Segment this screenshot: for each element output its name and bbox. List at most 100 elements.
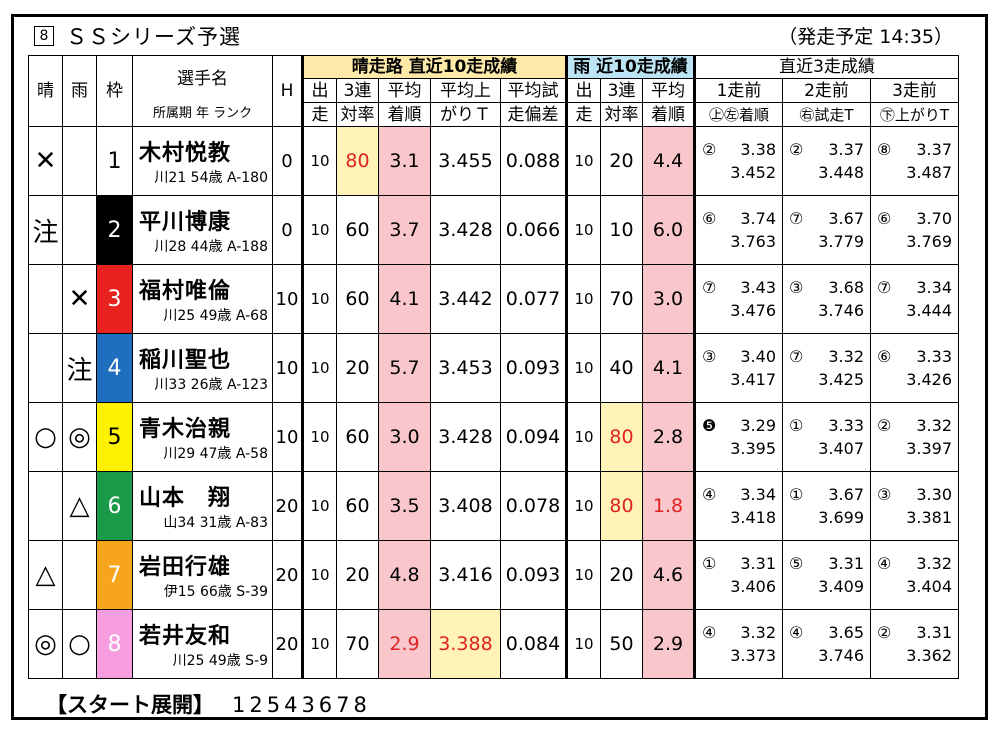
racer-name: 木村悦教 xyxy=(139,141,232,166)
fine-runs: 10 xyxy=(301,126,337,196)
recent-finish: ① xyxy=(789,485,804,504)
header-f-agari-bottom: がりＴ xyxy=(430,102,501,127)
header-f-runs-top: 出 xyxy=(301,78,337,103)
start-formation: 【スタート展開】 12543678 xyxy=(46,689,371,719)
recent-race-1: ③ 3.40 3.417 xyxy=(693,333,783,403)
racer-name: 岩田行雄 xyxy=(139,555,232,580)
recent-finish: ⑥ xyxy=(702,209,717,228)
header-f-avg-bottom: 着順 xyxy=(378,102,431,127)
prediction-rain: ✕ xyxy=(62,264,97,334)
recent-trial-time: 3.67 xyxy=(828,209,864,228)
recent-finish: ③ xyxy=(702,347,717,366)
header-race3-bottom: ㊦上がりT xyxy=(870,102,959,127)
recent-finish: ② xyxy=(789,140,804,159)
handicap: 20 xyxy=(272,471,303,541)
recent-finish: ② xyxy=(702,140,717,159)
recent-finish: ④ xyxy=(789,623,804,642)
fine-trial-deviation: 0.094 xyxy=(500,402,567,472)
handicap: 20 xyxy=(272,609,303,679)
fine-trial-deviation: 0.084 xyxy=(500,609,567,679)
recent-trial-time: 3.32 xyxy=(828,347,864,366)
recent-agari-time: 3.426 xyxy=(906,370,952,389)
recent-finish: ② xyxy=(877,623,892,642)
recent-trial-time: 3.32 xyxy=(916,554,952,573)
recent-race-2: ④ 3.65 3.746 xyxy=(782,609,871,679)
frame-number: 4 xyxy=(96,333,133,403)
entry-table: 晴 雨 枠 選手名 H 晴走路 直近10走成績 雨 近10走成績 直近3走成績 … xyxy=(28,55,959,679)
recent-agari-time: 3.404 xyxy=(906,577,952,596)
racer-name: 平川博康 xyxy=(139,210,232,235)
recent-agari-time: 3.397 xyxy=(906,439,952,458)
recent-race-2: ② 3.37 3.448 xyxy=(782,126,871,196)
prediction-rain: △ xyxy=(62,471,97,541)
racer-name: 稲川聖也 xyxy=(139,348,232,373)
fine-runs: 10 xyxy=(301,471,337,541)
recent-agari-time: 3.425 xyxy=(818,370,864,389)
rain-avg-finish: 1.8 xyxy=(642,471,695,541)
recent-agari-time: 3.769 xyxy=(906,232,952,251)
header-race1-top: 1走前 xyxy=(693,78,783,103)
prediction-fine: ○ xyxy=(28,402,63,472)
rain-top3-rate: 80 xyxy=(600,471,643,541)
recent-agari-time: 3.746 xyxy=(818,301,864,320)
racer-cell: 青木治親川29 47歳 A-58 xyxy=(132,402,273,472)
header-recent-group: 直近3走成績 xyxy=(693,55,959,79)
prediction-fine: △ xyxy=(28,540,63,610)
fine-top3-rate: 80 xyxy=(336,126,379,196)
recent-trial-time: 3.43 xyxy=(740,278,776,297)
race-name: ＳＳシリーズ予選 xyxy=(66,25,241,49)
fine-top3-rate: 60 xyxy=(336,264,379,334)
prediction-rain: 注 xyxy=(62,333,97,403)
recent-agari-time: 3.381 xyxy=(906,508,952,527)
rain-runs: 10 xyxy=(565,195,601,265)
fine-avg-agari: 3.416 xyxy=(430,540,501,610)
prediction-fine xyxy=(28,333,63,403)
racer-name: 青木治親 xyxy=(139,417,232,442)
header-f-rate-top: 3連 xyxy=(336,78,379,103)
recent-race-3: ② 3.31 3.362 xyxy=(870,609,959,679)
recent-trial-time: 3.30 xyxy=(916,485,952,504)
recent-agari-time: 3.406 xyxy=(730,577,776,596)
fine-avg-finish: 3.7 xyxy=(378,195,431,265)
racer-cell: 稲川聖也 川33 26歳 A-123 xyxy=(132,333,273,403)
header-r-avg-top: 平均 xyxy=(642,78,695,103)
recent-agari-time: 3.373 xyxy=(730,646,776,665)
fine-avg-agari: 3.428 xyxy=(430,195,501,265)
rain-avg-finish: 2.8 xyxy=(642,402,695,472)
rain-runs: 10 xyxy=(565,402,601,472)
fine-runs: 10 xyxy=(301,264,337,334)
racer-name: 福村唯倫 xyxy=(139,279,232,304)
fine-avg-agari: 3.442 xyxy=(430,264,501,334)
recent-trial-time: 3.34 xyxy=(740,485,776,504)
racer-name: 若井友和 xyxy=(139,624,232,649)
racer-info: 川29 47歳 A-58 xyxy=(163,446,268,462)
recent-race-3: ⑥ 3.33 3.426 xyxy=(870,333,959,403)
racer-name: 山本 翔 xyxy=(139,486,232,511)
header-rain-group: 雨 近10走成績 xyxy=(565,55,695,79)
race-number: 8 xyxy=(34,26,54,46)
recent-race-3: ② 3.32 3.397 xyxy=(870,402,959,472)
recent-finish: ④ xyxy=(702,485,717,504)
header-r-avg-bottom: 着順 xyxy=(642,102,695,127)
racer-cell: 山本 翔山34 31歳 A-83 xyxy=(132,471,273,541)
rain-avg-finish: 3.0 xyxy=(642,264,695,334)
racer-info: 川28 44歳 A-188 xyxy=(154,239,268,255)
fine-avg-finish: 4.1 xyxy=(378,264,431,334)
recent-race-1: ❺ 3.29 3.395 xyxy=(693,402,783,472)
header-race2-bottom: ㊨試走T xyxy=(782,102,871,127)
header-f-dev-bottom: 走偏差 xyxy=(500,102,567,127)
recent-trial-time: 3.31 xyxy=(740,554,776,573)
recent-finish: ④ xyxy=(877,554,892,573)
fine-runs: 10 xyxy=(301,540,337,610)
prediction-rain: ◎ xyxy=(62,402,97,472)
recent-finish: ⑦ xyxy=(789,347,804,366)
recent-trial-time: 3.29 xyxy=(740,416,776,435)
rain-runs: 10 xyxy=(565,333,601,403)
header-race2-top: 2走前 xyxy=(782,78,871,103)
fine-avg-agari: 3.388 xyxy=(430,609,501,679)
racer-cell: 福村唯倫 川25 49歳 A-68 xyxy=(132,264,273,334)
handicap: 10 xyxy=(272,333,303,403)
racer-info: 伊15 66歳 S-39 xyxy=(163,584,268,600)
header-f-dev-top: 平均試 xyxy=(500,78,567,103)
handicap: 10 xyxy=(272,264,303,334)
